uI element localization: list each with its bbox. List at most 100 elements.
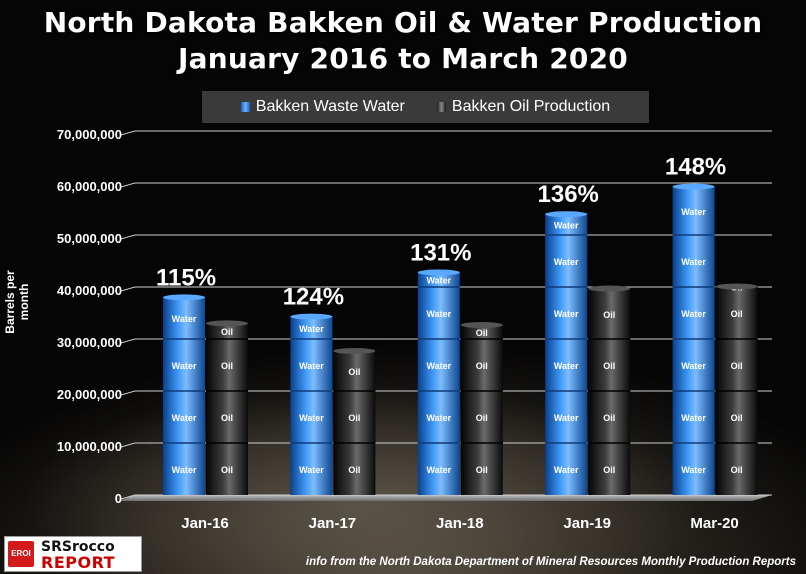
water-segment-label: Water <box>554 257 579 267</box>
oil-segment-label: Oil <box>348 367 360 377</box>
oil-segment-label: Oil <box>476 413 488 423</box>
oil-bar: OilOilOilOilOil <box>715 283 758 495</box>
logo-text-top: SRSrocco <box>41 539 115 555</box>
gridline-skew <box>120 234 136 240</box>
ratio-annotation: 124% <box>283 284 344 311</box>
x-tick-label: Jan-16 <box>181 515 229 532</box>
water-bar: Water Water Water Water Water Water <box>672 183 715 495</box>
water-swatch-icon <box>240 102 250 112</box>
water-bar: Water Water Water Water Water <box>417 269 460 495</box>
y-tick-label: 10,000,000 <box>57 439 122 454</box>
water-segment-label: Water <box>299 361 324 371</box>
oil-segment-label: Oil <box>476 361 488 371</box>
water-segment-label: Water <box>299 465 324 475</box>
water-bar-body <box>672 186 715 495</box>
gridline-skew <box>120 182 136 188</box>
oil-segment-label: Oil <box>348 413 360 423</box>
oil-bar: Oil Oil Oil Oil <box>460 321 503 495</box>
x-tick-label: Jan-18 <box>436 515 484 532</box>
oil-bar: Oil Oil Oil Oil <box>588 285 631 495</box>
oil-segment-label: Oil <box>221 327 233 337</box>
oil-segment-label: Oil <box>348 465 360 475</box>
oil-segment-label: Oil <box>221 413 233 423</box>
oil-bar-cap <box>715 283 758 290</box>
water-segment-label: Water <box>681 257 706 267</box>
water-bar-body <box>545 214 588 495</box>
water-bar-cap <box>163 294 205 301</box>
oil-segment-label: Oil <box>603 310 615 320</box>
water-bar: Water Water Water Water <box>290 313 333 495</box>
water-segment-label: Water <box>172 465 197 475</box>
gridline-skew <box>120 442 136 448</box>
water-segment-label: Water <box>681 309 706 319</box>
y-tick-label: 30,000,000 <box>57 335 122 350</box>
water-bar: Water Water Water Water Water Water <box>545 211 588 495</box>
logo: EROI SRSrocco REPORT <box>4 536 142 572</box>
legend-item-water: Bakken Waste Water <box>240 98 405 116</box>
chart-title-line1: North Dakota Bakken Oil & Water Producti… <box>43 6 763 39</box>
ratio-annotation: 136% <box>538 181 599 208</box>
source-note: info from the North Dakota Department of… <box>305 556 796 568</box>
oil-segment-label: Oil <box>221 361 233 371</box>
water-segment-label: Water <box>554 309 579 319</box>
ratio-annotation: 131% <box>410 239 471 266</box>
oil-bar-body <box>333 350 376 495</box>
water-segment-label: Water <box>554 221 579 231</box>
water-segment-label: Water <box>554 465 579 475</box>
oil-bar-body <box>460 324 503 495</box>
water-bar-cap <box>417 269 460 276</box>
water-bar-body <box>290 316 333 495</box>
oil-segment-label: Oil <box>476 328 488 338</box>
oil-segment-label: Oil <box>731 361 743 371</box>
water-segment-label: Water <box>426 465 451 475</box>
x-tick-label: Jan-17 <box>309 515 357 532</box>
water-segment-label: Water <box>426 309 451 319</box>
water-bar-cap <box>290 313 333 320</box>
chart-title-line2: January 2016 to March 2020 <box>178 42 628 75</box>
water-segment-label: Water <box>554 361 579 371</box>
oil-bar-body <box>588 288 631 495</box>
water-segment-label: Water <box>681 207 706 217</box>
water-segment-label: Water <box>172 314 197 324</box>
y-tick-label: 50,000,000 <box>57 231 122 246</box>
water-segment-label: Water <box>681 361 706 371</box>
water-segment-label: Water <box>172 413 197 423</box>
chart-floor <box>119 495 772 501</box>
oil-bar-cap <box>588 285 631 292</box>
water-segment-label: Water <box>426 276 451 286</box>
oil-segment-label: Oil <box>603 465 615 475</box>
oil-swatch-icon <box>436 102 446 112</box>
water-bar: Water Water Water Water <box>163 294 205 495</box>
legend-label-oil: Bakken Oil Production <box>451 98 611 115</box>
water-bar-body <box>163 297 205 495</box>
oil-segment-label: Oil <box>731 413 743 423</box>
x-tick-label: Mar-20 <box>690 515 738 532</box>
y-tick-label: 60,000,000 <box>57 179 122 194</box>
legend: Bakken Waste Water Bakken Oil Production <box>202 91 649 123</box>
oil-bar-cap <box>460 321 503 328</box>
legend-item-oil: Bakken Oil Production <box>436 98 611 116</box>
y-tick-label: 0 <box>115 491 122 506</box>
oil-segment-label: Oil <box>731 309 743 319</box>
oil-segment-label: Oil <box>221 465 233 475</box>
oil-segment-label: Oil <box>603 413 615 423</box>
oil-segment-label: Oil <box>476 465 488 475</box>
water-bar-cap <box>672 183 715 190</box>
oil-segment-label: Oil <box>603 361 615 371</box>
y-tick-label: 40,000,000 <box>57 283 122 298</box>
water-segment-label: Water <box>426 413 451 423</box>
legend-label-water: Bakken Waste Water <box>255 98 405 115</box>
water-segment-label: Water <box>426 361 451 371</box>
gridline-skew <box>120 390 136 396</box>
water-segment-label: Water <box>299 324 324 334</box>
oil-bar-cap <box>206 320 248 327</box>
logo-badge: EROI <box>8 541 34 567</box>
water-segment-label: Water <box>681 465 706 475</box>
gridline-skew <box>120 494 136 500</box>
gridline-skew <box>120 338 136 344</box>
gridline-skew <box>120 286 136 292</box>
water-segment-label: Water <box>554 413 579 423</box>
oil-bar: Oil Oil Oil Oil <box>206 320 248 495</box>
water-segment-label: Water <box>172 361 197 371</box>
y-tick-label: 20,000,000 <box>57 387 122 402</box>
